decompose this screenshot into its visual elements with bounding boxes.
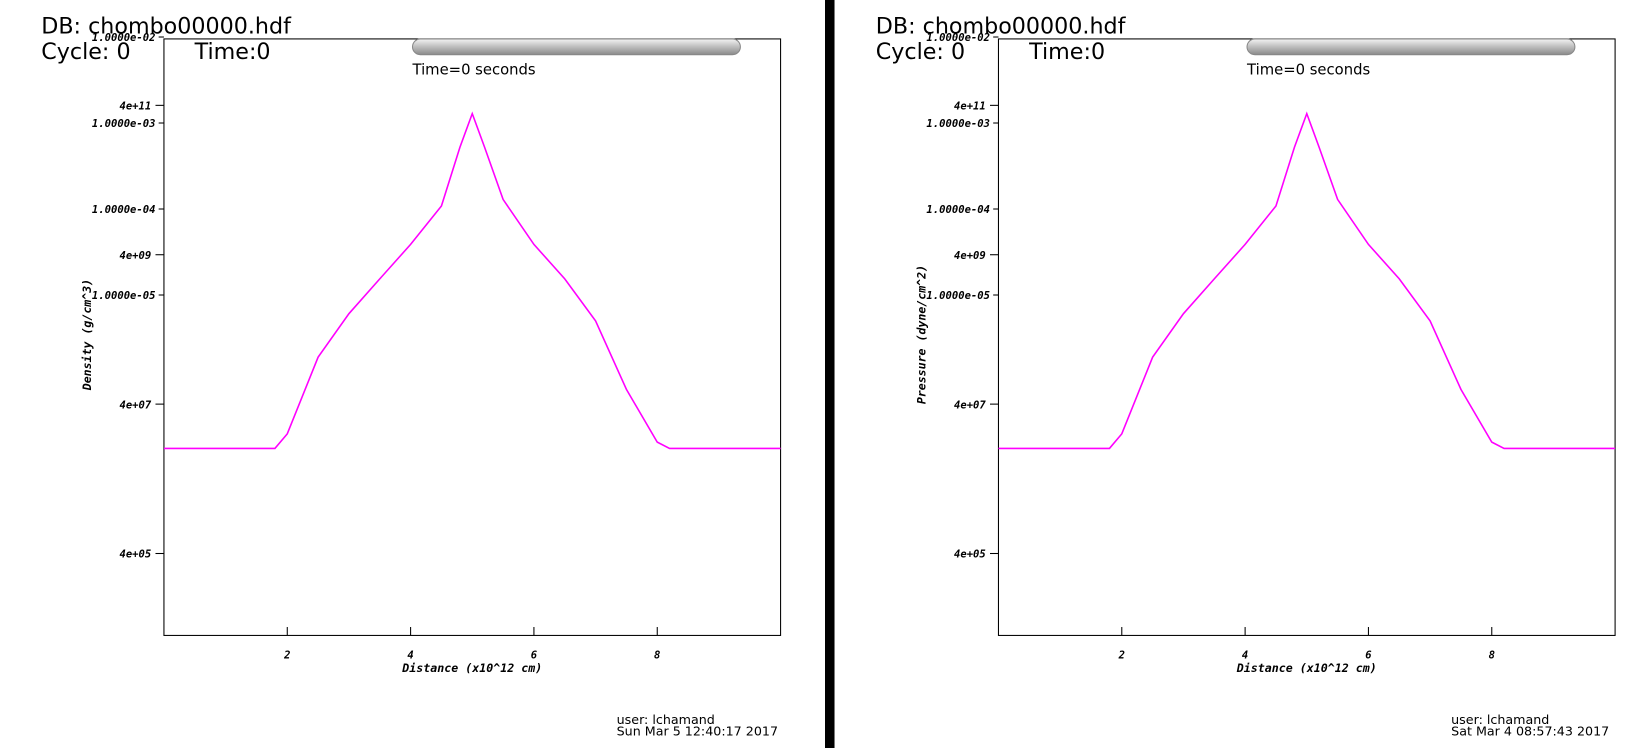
db-label: DB: chombo00000.hdf: [41, 14, 292, 40]
y2-tick-label: 1.0000e-02: [926, 32, 990, 44]
y2-tick-label: 1.0000e-05: [926, 290, 990, 302]
x-axis-label: Distance (x10^12 cm): [401, 661, 542, 675]
cycle-label: Cycle: 0: [876, 39, 965, 65]
y2-tick-label: 1.0000e-02: [92, 32, 156, 44]
x-tick-label: 8: [1489, 650, 1495, 662]
y-tick-label: 4e+11: [954, 101, 986, 113]
y-tick-label: 4e+07: [954, 399, 986, 411]
time-slider: [411, 38, 741, 56]
y-axis-label: Density (g/cm^3): [80, 279, 94, 391]
date-label: Sat Mar 4 08:57:43 2017: [1451, 723, 1609, 738]
y-tick-label: 4e+05: [954, 549, 986, 561]
curve: [998, 111, 1616, 450]
x-tick-label: 6: [1365, 650, 1372, 662]
y2-tick-label: 1.0000e-04: [92, 204, 156, 216]
plot-frame: [163, 38, 782, 636]
x-tick-label: 4: [1242, 650, 1248, 662]
divider: [825, 0, 835, 748]
y-tick-label: 4e+07: [119, 399, 151, 411]
curve: [163, 111, 781, 450]
date-label: Sun Mar 5 12:40:17 2017: [617, 723, 778, 738]
y2-tick-label: 1.0000e-03: [926, 118, 990, 130]
user-label: user: lchamand: [1451, 712, 1549, 727]
x-tick-label: 2: [283, 650, 290, 662]
x-tick-label: 2: [1118, 650, 1125, 662]
time-slider: [1246, 38, 1576, 56]
time-label: Time:0: [1028, 39, 1105, 65]
time-label: Time:0: [194, 39, 271, 65]
time-text: Time=0 seconds: [1246, 62, 1370, 79]
y-tick-label: 4e+09: [954, 250, 986, 262]
x-tick-label: 8: [654, 650, 660, 662]
y-tick-label: 4e+05: [119, 549, 151, 561]
time-text: Time=0 seconds: [411, 62, 535, 79]
user-label: user: lchamand: [617, 712, 715, 727]
y2-tick-label: 1.0000e-04: [926, 204, 990, 216]
db-label: DB: chombo00000.hdf: [876, 14, 1127, 40]
plot-frame: [997, 38, 1616, 636]
y-axis-label: Pressure (dyne/cm^2): [914, 265, 928, 404]
y-tick-label: 4e+09: [119, 250, 151, 262]
y2-tick-label: 1.0000e-05: [92, 290, 156, 302]
y2-tick-label: 1.0000e-03: [92, 118, 156, 130]
x-tick-label: 6: [531, 650, 538, 662]
cycle-label: Cycle: 0: [41, 39, 130, 65]
y-tick-label: 4e+11: [119, 101, 151, 113]
x-axis-label: Distance (x10^12 cm): [1236, 661, 1377, 675]
x-tick-label: 4: [407, 650, 413, 662]
